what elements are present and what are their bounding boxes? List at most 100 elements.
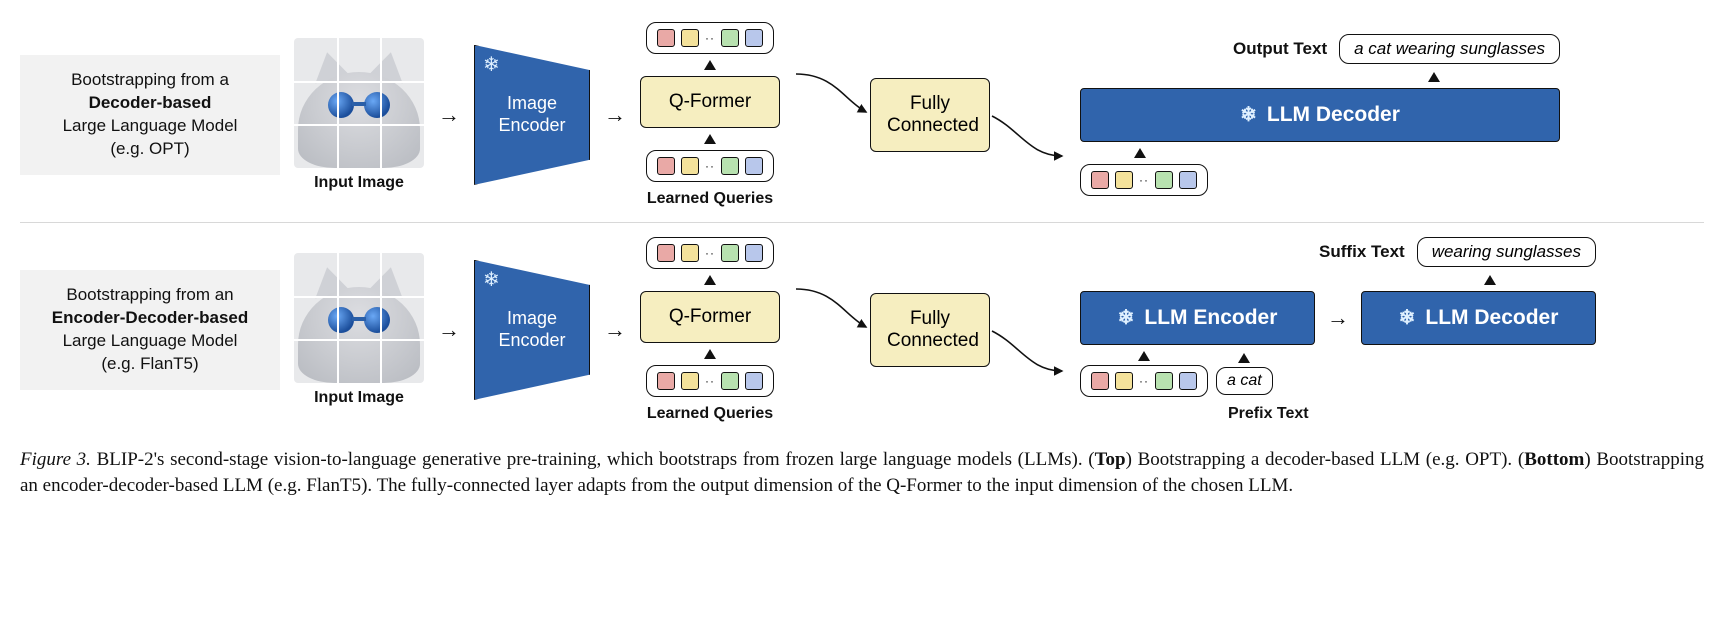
arrow-icon: → [604, 102, 626, 128]
image-encoder-label-l1: Image [507, 93, 557, 113]
qformer-box: Q-Former [640, 76, 780, 128]
top-pipeline-row: Bootstrapping from a Decoder-based Large… [20, 12, 1704, 218]
prefix-text-box: a cat [1216, 367, 1273, 395]
llm-decoder-block: ❄ LLM Decoder [1080, 88, 1560, 142]
qformer-box: Q-Former [640, 291, 780, 343]
token [681, 29, 699, 47]
curve-from-fc [990, 275, 1066, 385]
output-text-label: Output Text [1233, 39, 1327, 59]
ellipsis: ·· [705, 159, 715, 173]
llm-encoder-block: ❄ LLM Encoder [1080, 291, 1315, 345]
token [1115, 171, 1133, 189]
snowflake-icon: ❄ [483, 267, 500, 292]
up-arrow-icon [1238, 353, 1250, 363]
token [1179, 171, 1197, 189]
token [1155, 372, 1173, 390]
curve-from-fc [990, 60, 1066, 170]
fc-l2: Connected [887, 330, 979, 351]
snowflake-icon: ❄ [1118, 305, 1135, 330]
bottom-pipeline-row: Bootstrapping from an Encoder-Decoder-ba… [20, 227, 1704, 433]
top-input-image-block: Input Image [294, 38, 424, 192]
up-arrow-icon [704, 134, 716, 144]
row-divider [20, 222, 1704, 223]
token [721, 372, 739, 390]
token [721, 29, 739, 47]
arrow-icon: → [1327, 305, 1349, 331]
top-llm-column: Output Text a cat wearing sunglasses ❄ L… [1080, 34, 1560, 196]
up-arrow-icon [1428, 72, 1440, 82]
image-encoder-label-l2: Encoder [498, 330, 565, 350]
desc-line: Large Language Model [38, 115, 262, 138]
curve-to-fc [794, 60, 870, 170]
desc-bold: Decoder-based [38, 92, 262, 115]
token [721, 157, 739, 175]
caption-part2: ) Bootstrapping a decoder-based LLM (e.g… [1126, 449, 1525, 470]
arrow-icon: → [604, 317, 626, 343]
token [1091, 171, 1109, 189]
arrow-icon: → [438, 317, 460, 343]
prefix-text-label: Prefix Text [1228, 405, 1309, 423]
up-arrow-icon [704, 349, 716, 359]
token [721, 244, 739, 262]
input-image-label: Input Image [314, 389, 404, 407]
projected-tokens: ·· [1080, 164, 1208, 196]
bottom-description-box: Bootstrapping from an Encoder-Decoder-ba… [20, 270, 280, 390]
desc-bold: Encoder-Decoder-based [38, 307, 262, 330]
bottom-input-image-block: Input Image [294, 253, 424, 407]
token [745, 372, 763, 390]
token [745, 157, 763, 175]
ellipsis: ·· [705, 31, 715, 45]
token [681, 157, 699, 175]
snowflake-icon: ❄ [1399, 305, 1416, 330]
ellipsis: ·· [1139, 173, 1149, 187]
desc-line: (e.g. FlanT5) [38, 353, 262, 376]
token [657, 29, 675, 47]
top-description-box: Bootstrapping from a Decoder-based Large… [20, 55, 280, 175]
desc-line: (e.g. OPT) [38, 138, 262, 161]
fully-connected-box: FullyConnected [870, 78, 990, 152]
caption-bottom-bold: Bottom [1524, 449, 1584, 470]
token [745, 244, 763, 262]
llm-decoder-block: ❄ LLM Decoder [1361, 291, 1596, 345]
up-arrow-icon [1484, 275, 1496, 285]
up-arrow-icon [704, 275, 716, 285]
output-tokens: ·· [646, 237, 774, 269]
ellipsis: ·· [1139, 374, 1149, 388]
ellipsis: ·· [705, 374, 715, 388]
bottom-image-encoder: ❄ ImageEncoder [474, 260, 590, 400]
image-encoder-label-l1: Image [507, 308, 557, 328]
fc-l1: Fully [910, 308, 950, 329]
fully-connected-box: FullyConnected [870, 293, 990, 367]
desc-line: Bootstrapping from an [38, 284, 262, 307]
curve-to-fc [794, 275, 870, 385]
ellipsis: ·· [705, 246, 715, 260]
up-arrow-icon [704, 60, 716, 70]
projected-tokens: ·· [1080, 365, 1208, 397]
token [1091, 372, 1109, 390]
caption-fig-label: Figure 3. [20, 449, 91, 470]
output-text-box: a cat wearing sunglasses [1339, 34, 1560, 64]
bottom-qformer-block: ·· Q-Former ·· Learned Queries [640, 237, 780, 423]
token [657, 157, 675, 175]
token [1179, 372, 1197, 390]
snowflake-icon: ❄ [1240, 102, 1257, 127]
desc-line: Bootstrapping from a [38, 69, 262, 92]
caption-part1: BLIP-2's second-stage vision-to-language… [91, 449, 1095, 470]
token [681, 372, 699, 390]
cat-illustration [294, 253, 424, 383]
input-image-label: Input Image [314, 174, 404, 192]
output-tokens: ·· [646, 22, 774, 54]
learned-queries-tokens: ·· [646, 150, 774, 182]
learned-queries-tokens: ·· [646, 365, 774, 397]
llm-encoder-label: LLM Encoder [1144, 306, 1277, 330]
figure-caption: Figure 3. BLIP-2's second-stage vision-t… [20, 447, 1704, 499]
learned-queries-label: Learned Queries [647, 190, 773, 208]
llm-decoder-label: LLM Decoder [1267, 103, 1400, 127]
fc-l2: Connected [887, 115, 979, 136]
token [681, 244, 699, 262]
caption-top-bold: Top [1095, 449, 1126, 470]
token [745, 29, 763, 47]
snowflake-icon: ❄ [483, 52, 500, 77]
input-image [294, 253, 424, 383]
token [657, 244, 675, 262]
